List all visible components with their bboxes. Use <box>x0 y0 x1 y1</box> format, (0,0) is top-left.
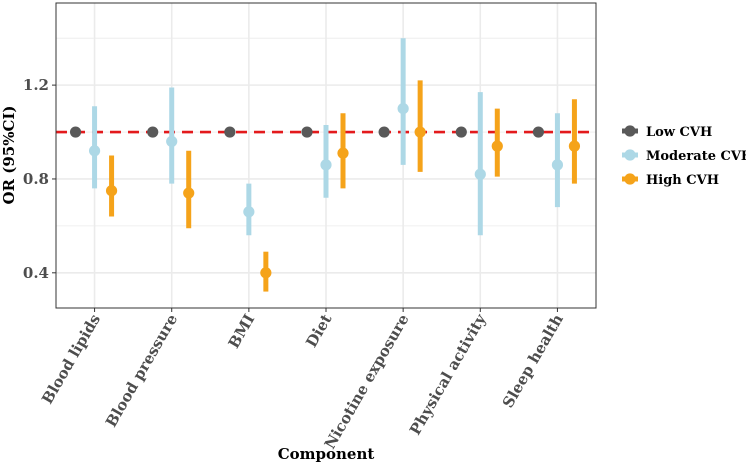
y-axis-title: OR (95%CI) <box>0 105 18 204</box>
point-moderate-cvh-blood-pressure <box>166 135 178 148</box>
point-low-cvh-diet <box>301 126 313 138</box>
point-high-cvh-nicotine-exposure <box>414 126 426 138</box>
x-tick-label-blood-lipids: Blood lipids <box>38 311 104 407</box>
y-tick-label: 0.4 <box>23 264 49 282</box>
point-low-cvh-physical-activity <box>455 126 467 138</box>
x-tick-label-blood-pressure: Blood pressure <box>102 311 181 430</box>
point-high-cvh-blood-pressure <box>183 187 195 199</box>
point-moderate-cvh-blood-lipids <box>88 145 101 157</box>
x-tick-label-diet: Diet <box>302 311 335 351</box>
point-high-cvh-bmi <box>260 267 272 279</box>
point-moderate-cvh-nicotine-exposure <box>397 102 409 115</box>
x-tick-label-bmi: BMI <box>225 311 259 351</box>
legend: Low CVH Moderate CVH High CVH <box>622 125 746 188</box>
legend-label-moderate-cvh: Moderate CVH <box>646 149 746 164</box>
x-axis-title: Component <box>278 445 375 463</box>
point-low-cvh-sleep-health <box>532 126 545 138</box>
legend-label-low-cvh: Low CVH <box>646 125 712 140</box>
legend-key-point-high-cvh <box>624 173 636 185</box>
legend-label-high-cvh: High CVH <box>646 173 719 188</box>
legend-key-point-moderate-cvh <box>624 149 636 161</box>
point-moderate-cvh-diet <box>320 159 332 171</box>
point-low-cvh-blood-pressure <box>147 126 159 138</box>
point-high-cvh-physical-activity <box>491 140 503 152</box>
point-moderate-cvh-physical-activity <box>474 168 486 180</box>
y-tick-label: 0.8 <box>23 170 49 188</box>
point-low-cvh-bmi <box>224 126 236 138</box>
x-tick-label-nicotine-exposure: Nicotine exposure <box>321 311 413 452</box>
x-tick-label-physical-activity: Physical activity <box>406 310 490 438</box>
point-low-cvh-nicotine-exposure <box>378 126 390 138</box>
point-high-cvh-sleep-health <box>568 140 581 152</box>
point-moderate-cvh-sleep-health <box>551 159 564 171</box>
y-axis: 0.4 0.8 1.2 <box>23 76 56 282</box>
x-tick-label-sleep-health: Sleep health <box>499 311 567 411</box>
point-low-cvh-blood-lipids <box>69 126 82 138</box>
legend-key-point-low-cvh <box>624 125 636 137</box>
point-high-cvh-blood-lipids <box>105 185 118 197</box>
point-moderate-cvh-bmi <box>243 206 255 218</box>
y-tick-label: 1.2 <box>23 76 49 94</box>
marks-layer <box>69 38 581 292</box>
point-high-cvh-diet <box>337 147 349 159</box>
